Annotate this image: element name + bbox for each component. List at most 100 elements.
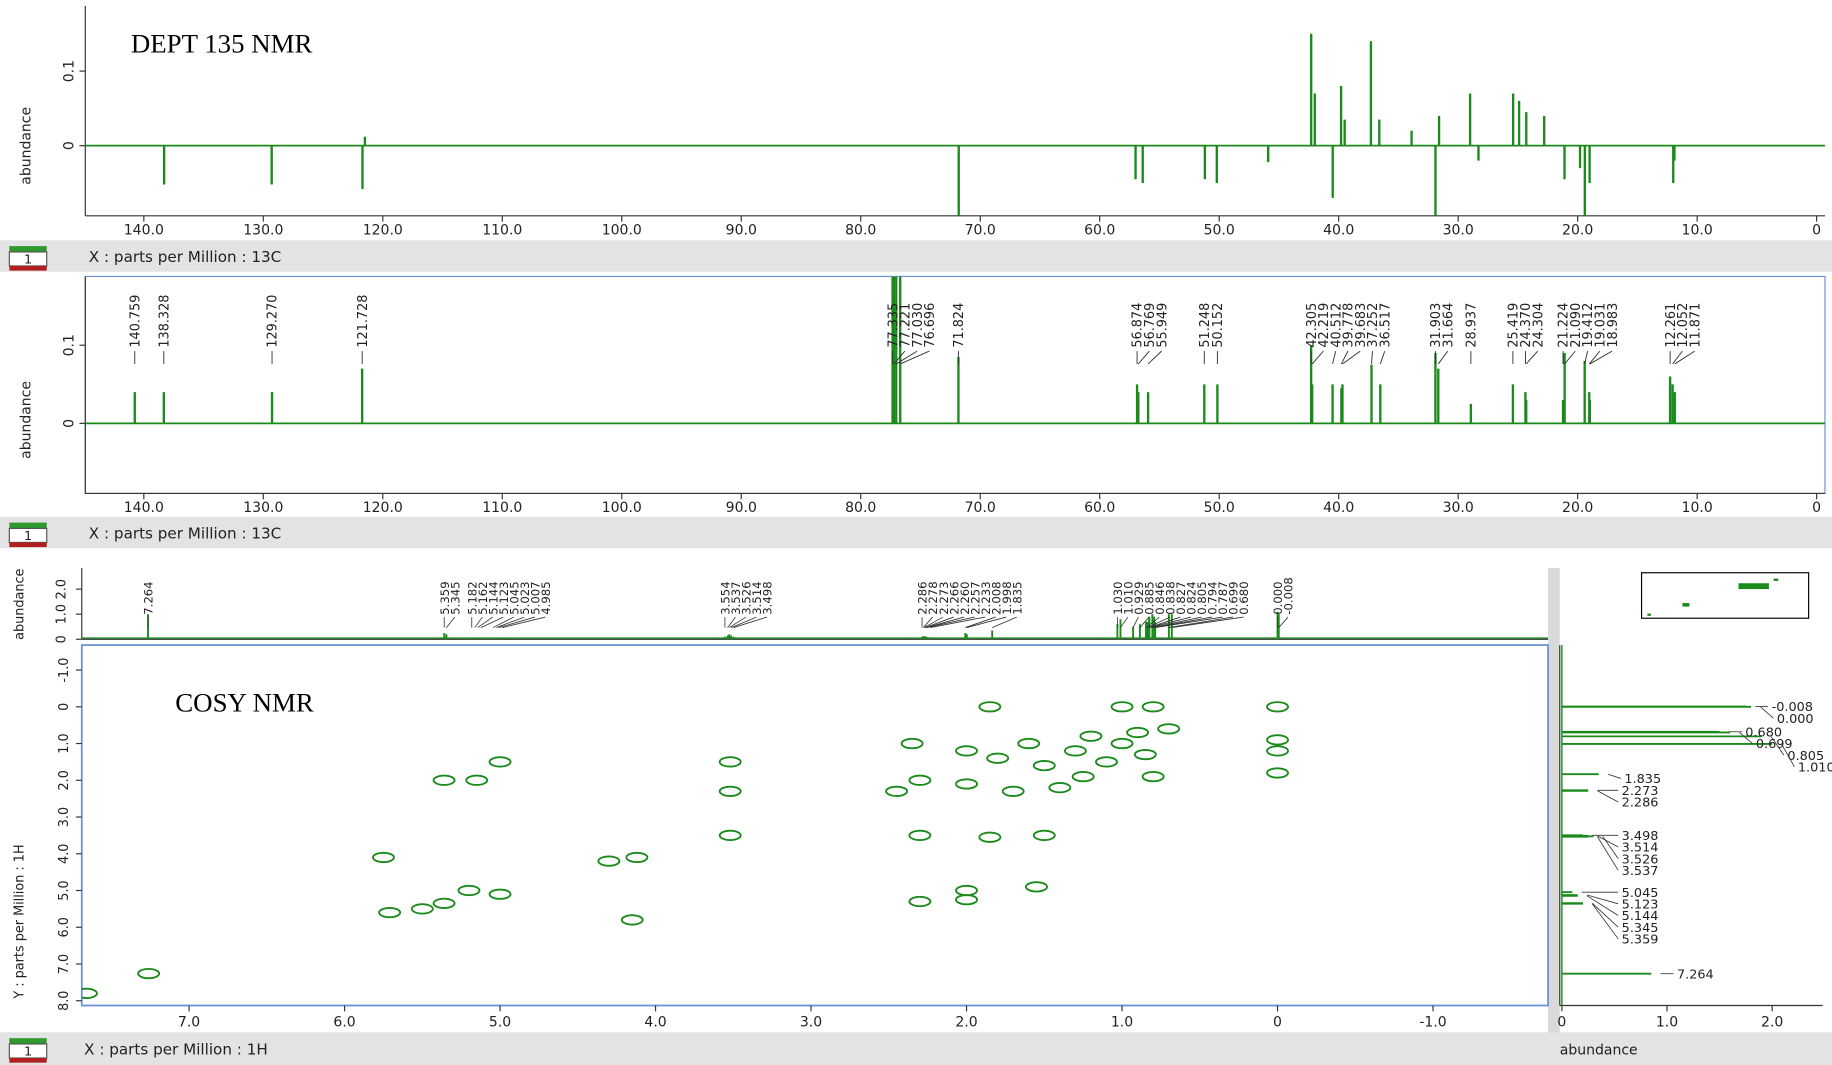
y-tick-label: 7.0 [57,954,72,974]
x-tick-label: 40.0 [1323,222,1354,238]
peak-leader [1437,350,1449,365]
peak-leader [1607,773,1622,779]
peak-label: 0.929 [1132,581,1146,614]
y-tick-label: 1.0 [57,733,72,753]
peak-label: 21.090 [1569,303,1584,348]
peak-label: 3.554 [719,581,733,614]
peak-label: 0.794 [1206,581,1220,614]
x-tick-label: 3.0 [800,1015,822,1031]
peak-label: 5.007 [529,581,543,614]
peak-leader [498,616,535,628]
cross-peak [1032,759,1056,772]
peak-label: 3.526 [1622,852,1659,867]
peak-label: 121.728 [356,295,371,348]
cross-peak [1110,701,1134,713]
peak-leader [1586,895,1619,916]
badge-green [9,246,47,252]
peak-leader [1148,616,1181,628]
peak-label: 1.010 [1122,581,1136,614]
x-tick-label: 60.0 [1084,500,1115,516]
x-tick-label: 120.0 [363,500,403,516]
x-tick-label: 80.0 [845,222,876,238]
cross-peak [465,774,489,786]
x-tick-label: 2.0 [955,1015,977,1031]
cross-peak [955,745,978,757]
badge-green [9,522,47,529]
x-tick-label: 140.0 [124,222,164,238]
peak-leader [923,616,944,628]
cross-peak [978,831,1002,843]
peak-label: 5.045 [1622,886,1659,901]
peak-leader [926,616,965,628]
cross-peak [986,752,1010,764]
peak-leader [1152,616,1202,628]
peak-leader [446,616,456,628]
peak-label: 5.144 [1622,909,1659,924]
x-tick-label: 5.0 [489,1015,511,1031]
peak-label: 5.345 [1622,921,1659,936]
cross-peak [718,756,742,768]
peak-label: 2.286 [1622,796,1659,811]
y-tick-label: 6.0 [57,917,72,937]
peak-label: 0.885 [1143,581,1157,614]
peak-leader [900,350,930,365]
peak-label: 0.846 [1153,581,1167,614]
peak-label: 0.805 [1787,749,1824,764]
peak-leader [1591,903,1619,940]
peak-leader [1739,732,1753,744]
peak-leader [1278,616,1289,628]
peak-label: 0.824 [1185,581,1199,614]
y-tick-label: 2.0 [54,579,69,599]
peak-label: 56.874 [1131,303,1146,348]
peak-label: 0.805 [1195,581,1209,614]
cross-peak [908,774,932,786]
cross-peak [371,851,395,864]
peak-label: 140.759 [128,295,143,348]
peak-leader [1597,835,1619,848]
peak-label: 77.221 [899,303,914,348]
peak-label: 28.937 [1465,303,1480,348]
x-tick-label: 80.0 [845,500,876,516]
peak-label: 0.699 [1227,581,1241,614]
peak-label: 2.233 [979,581,993,614]
peak-label: 25.419 [1507,303,1522,348]
peak-leader [1171,616,1244,628]
peak-leader [1770,736,1785,756]
peak-leader [1597,790,1619,803]
y-tick-label: 8.0 [57,991,72,1011]
peak-leader [1311,350,1324,365]
y-axis-label: abundance [18,107,34,185]
peak-leader [502,616,546,628]
x-tick-label: 20.0 [1562,222,1593,238]
x-tick-label: 70.0 [965,500,996,516]
peak-label: 50.152 [1211,303,1226,348]
peak-label: 3.537 [729,581,743,614]
peak-label: 0.680 [1237,581,1251,614]
peak-leader [1342,350,1361,365]
peak-label: 2.257 [968,581,982,614]
x-tick-label: 40.0 [1323,500,1354,516]
x-tick-label: 0 [1273,1015,1282,1031]
cross-peak [625,851,649,864]
cross-peak [955,884,978,897]
x-tick-label: 60.0 [1084,222,1115,238]
x-tick-label: 90.0 [726,500,757,516]
y-tick-label: 0 [54,635,69,643]
peak-label: 7.264 [1677,967,1714,982]
peak-label: 129.270 [266,295,281,348]
peak-leader [474,616,483,628]
peak-label: 3.498 [1622,829,1659,844]
x-tick-label: 1.0 [1656,1015,1678,1031]
x-tick-label: 30.0 [1443,222,1474,238]
peak-label: 40.512 [1329,303,1344,348]
peak-leader [1153,616,1213,628]
peak-leader [895,350,918,365]
peak-label: -0.008 [1282,577,1296,615]
y-tick-label: 0 [57,703,72,711]
peak-label: 2.266 [947,581,961,614]
peak-leader [727,616,736,628]
peak-leader [930,616,986,628]
x-tick-label: 20.0 [1562,500,1593,516]
peak-leader [730,616,757,628]
peak-label: 77.335 [886,303,901,348]
